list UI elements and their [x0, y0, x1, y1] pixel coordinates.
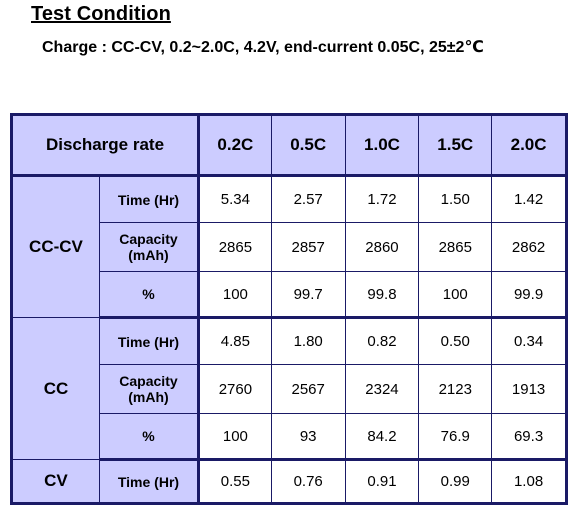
metric-unit-text: (mAh)	[128, 389, 169, 405]
table-cell: 0.50	[418, 317, 493, 365]
metric-label-text: Time (Hr)	[117, 333, 180, 350]
table-cell: 99.9	[491, 271, 567, 319]
metric-label: Time (Hr)	[98, 175, 201, 223]
metric-label-text: Time (Hr)	[117, 473, 180, 490]
table-cell: 100	[418, 271, 493, 319]
table-cell: 0.34	[491, 317, 567, 365]
discharge-results-table: Discharge rate 0.2C 0.5C 1.0C 1.5C 2.0C …	[10, 113, 568, 505]
table-cell: 0.76	[270, 459, 346, 504]
discharge-rate-header: Discharge rate	[11, 114, 200, 177]
metric-label: Capacity (mAh)	[98, 222, 201, 272]
table-cell: 1.50	[418, 175, 493, 223]
table-cell: 1.08	[491, 459, 567, 504]
table-cell: 2324	[344, 364, 420, 414]
metric-label-text: Capacity	[119, 231, 178, 247]
table-cell: 2862	[491, 222, 567, 272]
rate-header: 2.0C	[491, 114, 567, 177]
table-cell: 2567	[270, 364, 346, 414]
table-cell: 100	[198, 271, 272, 319]
table-cell: 84.2	[344, 413, 420, 461]
table-cell: 0.99	[418, 459, 493, 504]
metric-label: %	[98, 271, 201, 319]
page-title: Test Condition	[31, 3, 171, 25]
table-cell: 76.9	[418, 413, 493, 461]
rate-header: 0.2C	[198, 114, 272, 177]
table-cell: 93	[270, 413, 346, 461]
table-row: Capacity (mAh) 2760 2567 2324 2123 1913	[12, 364, 567, 414]
table-cell: 2865	[418, 222, 493, 272]
table-cell: 2865	[198, 222, 272, 272]
rate-header: 1.5C	[418, 114, 493, 177]
metric-label-text: Time (Hr)	[117, 191, 180, 208]
table-cell: 4.85	[198, 317, 272, 365]
table-cell: 2123	[418, 364, 493, 414]
table-cell: 2857	[270, 222, 346, 272]
table-cell: 1.72	[344, 175, 420, 223]
table-cell: 99.7	[270, 271, 346, 319]
table-row: % 100 93 84.2 76.9 69.3	[12, 413, 567, 461]
table-cell: 99.8	[344, 271, 420, 319]
table-cell: 2760	[198, 364, 272, 414]
table-row: CC-CV Time (Hr) 5.34 2.57 1.72 1.50 1.42	[11, 175, 567, 318]
table-cell: 1.80	[270, 317, 346, 365]
metric-label-text: Capacity	[119, 373, 178, 389]
table-cell: 2860	[344, 222, 420, 272]
metric-unit-text: (mAh)	[128, 247, 169, 263]
table-row: CC Time (Hr) 4.85 1.80 0.82 0.50 0.34	[11, 317, 567, 460]
group-label-cv: CV	[11, 459, 100, 504]
table-cell: 1.42	[491, 175, 567, 223]
group-label-cc-cv: CC-CV	[11, 175, 100, 318]
metric-label: Capacity (mAh)	[98, 364, 201, 414]
group-label-cc: CC	[11, 317, 100, 460]
table-cell: 0.91	[344, 459, 420, 504]
metric-label: Time (Hr)	[98, 317, 201, 365]
metric-label-text: %	[142, 428, 155, 444]
table-cell: 2.57	[270, 175, 346, 223]
table-cell: 100	[198, 413, 272, 461]
table-cell: 0.82	[344, 317, 420, 365]
table-row: % 100 99.7 99.8 100 99.9	[12, 271, 567, 319]
table-header-row: Discharge rate 0.2C 0.5C 1.0C 1.5C 2.0C	[11, 114, 567, 177]
metric-label: Time (Hr)	[98, 459, 201, 504]
table-cell: 5.34	[198, 175, 272, 223]
charge-condition-text: Charge : CC-CV, 0.2~2.0C, 4.2V, end-curr…	[42, 39, 484, 56]
rate-header: 0.5C	[270, 114, 346, 177]
rate-header: 1.0C	[344, 114, 420, 177]
metric-label-text: %	[142, 286, 155, 302]
table-cell: 0.55	[198, 459, 272, 504]
metric-label: %	[98, 413, 201, 461]
table-row: Capacity (mAh) 2865 2857 2860 2865 2862	[12, 222, 567, 272]
table-cell: 1913	[491, 364, 567, 414]
table-row: CV Time (Hr) 0.55 0.76 0.91 0.99 1.08	[11, 459, 567, 504]
table-cell: 69.3	[491, 413, 567, 461]
